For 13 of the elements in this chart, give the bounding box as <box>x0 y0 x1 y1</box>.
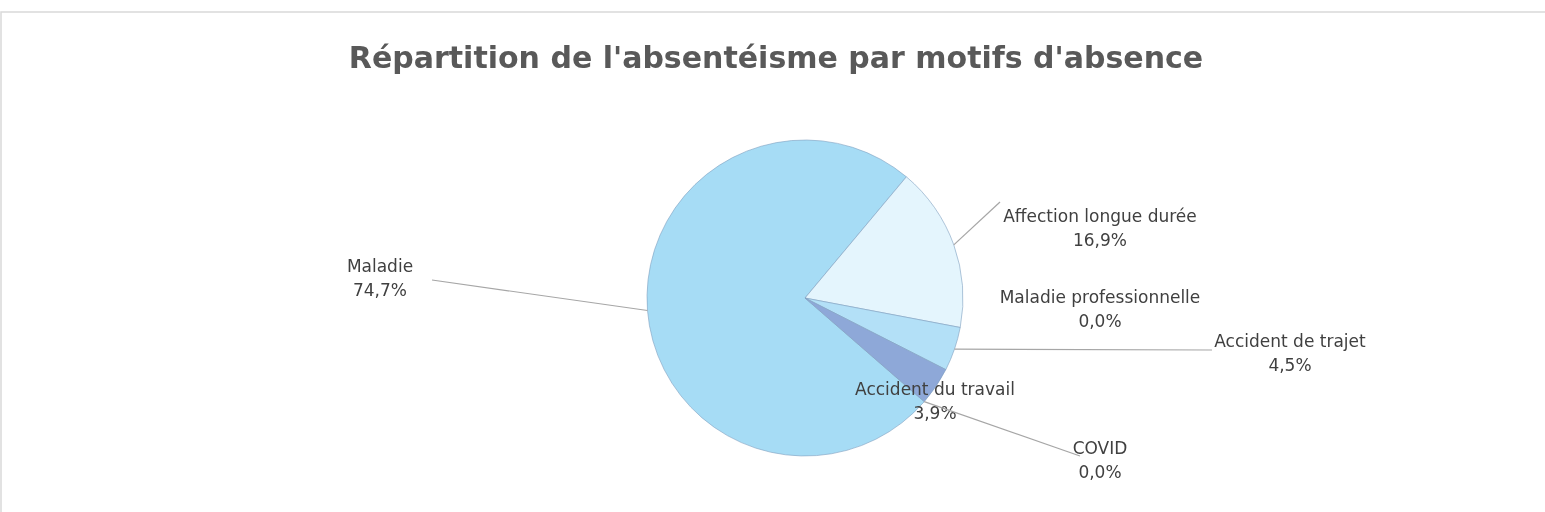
slice-label: Maladie <box>346 256 414 276</box>
slice-label: Affection longue durée <box>1003 206 1197 226</box>
category-label: COVID <box>1072 438 1128 458</box>
data-label: 16,9% <box>1072 230 1128 250</box>
text: 0,0% <box>1078 462 1122 482</box>
category-label: Maladie professionnelle <box>999 287 1201 307</box>
data-label: 74,7% <box>352 280 408 300</box>
data-label: 4,5% <box>1268 355 1312 375</box>
slice-label: Accident du travail <box>855 379 1015 399</box>
text: 0,0% <box>1078 311 1122 331</box>
data-label: 3,9% <box>913 403 957 423</box>
slice-label: Accident de trajet <box>1214 331 1367 351</box>
chart-title: Répartition de l'absentéisme par motifs d'absence <box>348 40 1204 75</box>
